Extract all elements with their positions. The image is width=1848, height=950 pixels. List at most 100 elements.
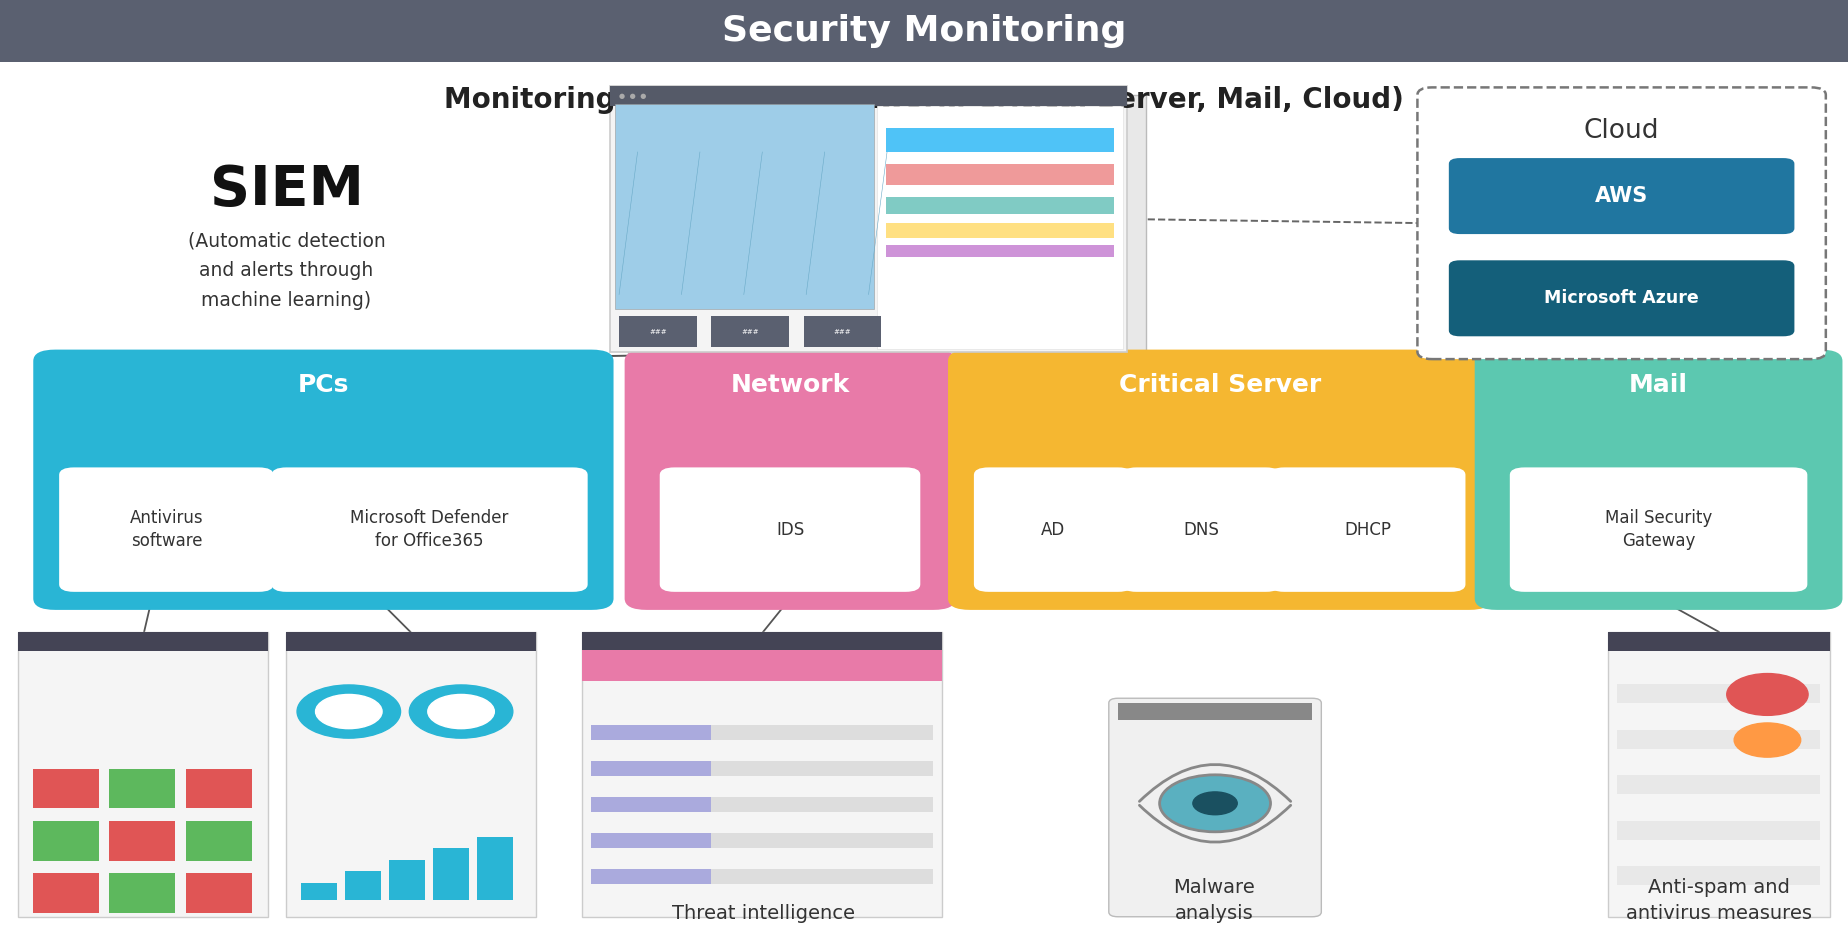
FancyBboxPatch shape — [33, 873, 100, 913]
FancyBboxPatch shape — [1122, 467, 1281, 592]
FancyBboxPatch shape — [1617, 684, 1820, 703]
FancyBboxPatch shape — [591, 869, 933, 884]
FancyBboxPatch shape — [33, 769, 100, 808]
FancyBboxPatch shape — [591, 833, 933, 848]
FancyBboxPatch shape — [18, 632, 268, 651]
FancyBboxPatch shape — [1118, 703, 1312, 720]
Text: SIEM: SIEM — [209, 163, 364, 217]
FancyBboxPatch shape — [582, 650, 942, 681]
Text: AWS: AWS — [1595, 186, 1648, 206]
Circle shape — [410, 685, 514, 738]
Text: Mail Security
Gateway: Mail Security Gateway — [1604, 509, 1713, 550]
Text: Threat intelligence: Threat intelligence — [671, 904, 856, 923]
FancyBboxPatch shape — [1270, 467, 1465, 592]
FancyBboxPatch shape — [660, 467, 920, 592]
FancyBboxPatch shape — [711, 316, 789, 347]
FancyBboxPatch shape — [185, 873, 251, 913]
FancyBboxPatch shape — [887, 223, 1114, 238]
Circle shape — [316, 694, 383, 729]
FancyBboxPatch shape — [185, 769, 251, 808]
FancyBboxPatch shape — [887, 128, 1114, 152]
Text: ###: ### — [649, 329, 667, 334]
Text: Microsoft Azure: Microsoft Azure — [1545, 290, 1698, 307]
Circle shape — [1161, 775, 1271, 832]
FancyBboxPatch shape — [286, 632, 536, 917]
FancyBboxPatch shape — [1617, 775, 1820, 794]
FancyBboxPatch shape — [582, 632, 942, 917]
FancyBboxPatch shape — [432, 848, 469, 900]
Text: Monitoring Points (PCs, Network, Critical Server, Mail, Cloud): Monitoring Points (PCs, Network, Critica… — [444, 86, 1404, 114]
FancyBboxPatch shape — [591, 725, 933, 740]
FancyBboxPatch shape — [1617, 730, 1820, 749]
Text: DHCP: DHCP — [1343, 521, 1392, 539]
FancyBboxPatch shape — [887, 245, 1114, 256]
FancyBboxPatch shape — [1109, 698, 1321, 917]
Circle shape — [298, 685, 401, 738]
Text: (Automatic detection
and alerts through
machine learning): (Automatic detection and alerts through … — [187, 232, 386, 310]
FancyBboxPatch shape — [591, 725, 711, 740]
FancyBboxPatch shape — [1475, 350, 1842, 610]
FancyBboxPatch shape — [610, 86, 1127, 106]
Text: Critical Server: Critical Server — [1118, 372, 1321, 397]
FancyBboxPatch shape — [878, 106, 1124, 349]
Text: AD: AD — [1040, 521, 1066, 539]
Text: Cloud: Cloud — [1584, 118, 1660, 144]
FancyBboxPatch shape — [591, 761, 933, 776]
Text: Network: Network — [730, 372, 850, 397]
FancyBboxPatch shape — [1608, 632, 1830, 917]
FancyBboxPatch shape — [272, 467, 588, 592]
FancyBboxPatch shape — [887, 197, 1114, 214]
FancyBboxPatch shape — [109, 769, 176, 808]
Text: Antivirus
software: Antivirus software — [129, 509, 203, 550]
FancyBboxPatch shape — [1417, 87, 1826, 359]
FancyBboxPatch shape — [1617, 821, 1820, 840]
FancyBboxPatch shape — [582, 632, 942, 651]
Circle shape — [1733, 723, 1800, 757]
FancyBboxPatch shape — [1449, 260, 1794, 336]
FancyBboxPatch shape — [615, 104, 874, 309]
FancyBboxPatch shape — [109, 873, 176, 913]
Text: ###: ### — [833, 329, 852, 334]
FancyBboxPatch shape — [974, 467, 1133, 592]
Text: Security Monitoring: Security Monitoring — [723, 14, 1125, 48]
FancyBboxPatch shape — [619, 316, 697, 347]
FancyBboxPatch shape — [591, 833, 711, 848]
FancyBboxPatch shape — [591, 797, 711, 812]
FancyBboxPatch shape — [33, 350, 614, 610]
FancyBboxPatch shape — [185, 821, 251, 861]
FancyBboxPatch shape — [0, 0, 1848, 62]
Text: Mail: Mail — [1630, 372, 1687, 397]
FancyBboxPatch shape — [804, 316, 881, 347]
Text: PCs: PCs — [298, 372, 349, 397]
FancyBboxPatch shape — [59, 467, 274, 592]
Text: Malware
analysis: Malware analysis — [1173, 878, 1255, 923]
Text: ●  ●  ●: ● ● ● — [619, 93, 647, 99]
FancyBboxPatch shape — [628, 95, 1146, 361]
FancyBboxPatch shape — [18, 632, 268, 917]
Circle shape — [427, 694, 495, 729]
FancyBboxPatch shape — [1510, 467, 1807, 592]
FancyBboxPatch shape — [390, 860, 425, 900]
Circle shape — [1194, 792, 1238, 815]
FancyBboxPatch shape — [301, 883, 338, 900]
Text: ###: ### — [741, 329, 760, 334]
FancyBboxPatch shape — [1617, 866, 1820, 885]
FancyBboxPatch shape — [1608, 632, 1830, 651]
FancyBboxPatch shape — [887, 164, 1114, 185]
Circle shape — [1726, 674, 1807, 715]
Text: Microsoft Defender
for Office365: Microsoft Defender for Office365 — [351, 509, 508, 550]
FancyBboxPatch shape — [625, 350, 955, 610]
FancyBboxPatch shape — [477, 837, 514, 900]
FancyBboxPatch shape — [33, 821, 100, 861]
FancyBboxPatch shape — [591, 869, 711, 884]
FancyBboxPatch shape — [591, 797, 933, 812]
Text: Anti-spam and
antivirus measures: Anti-spam and antivirus measures — [1626, 878, 1811, 923]
FancyBboxPatch shape — [346, 871, 381, 900]
FancyBboxPatch shape — [1449, 158, 1794, 234]
FancyBboxPatch shape — [591, 761, 711, 776]
FancyBboxPatch shape — [610, 86, 1127, 352]
Text: DNS: DNS — [1183, 521, 1220, 539]
FancyBboxPatch shape — [109, 821, 176, 861]
Text: IDS: IDS — [776, 521, 804, 539]
FancyBboxPatch shape — [286, 632, 536, 651]
